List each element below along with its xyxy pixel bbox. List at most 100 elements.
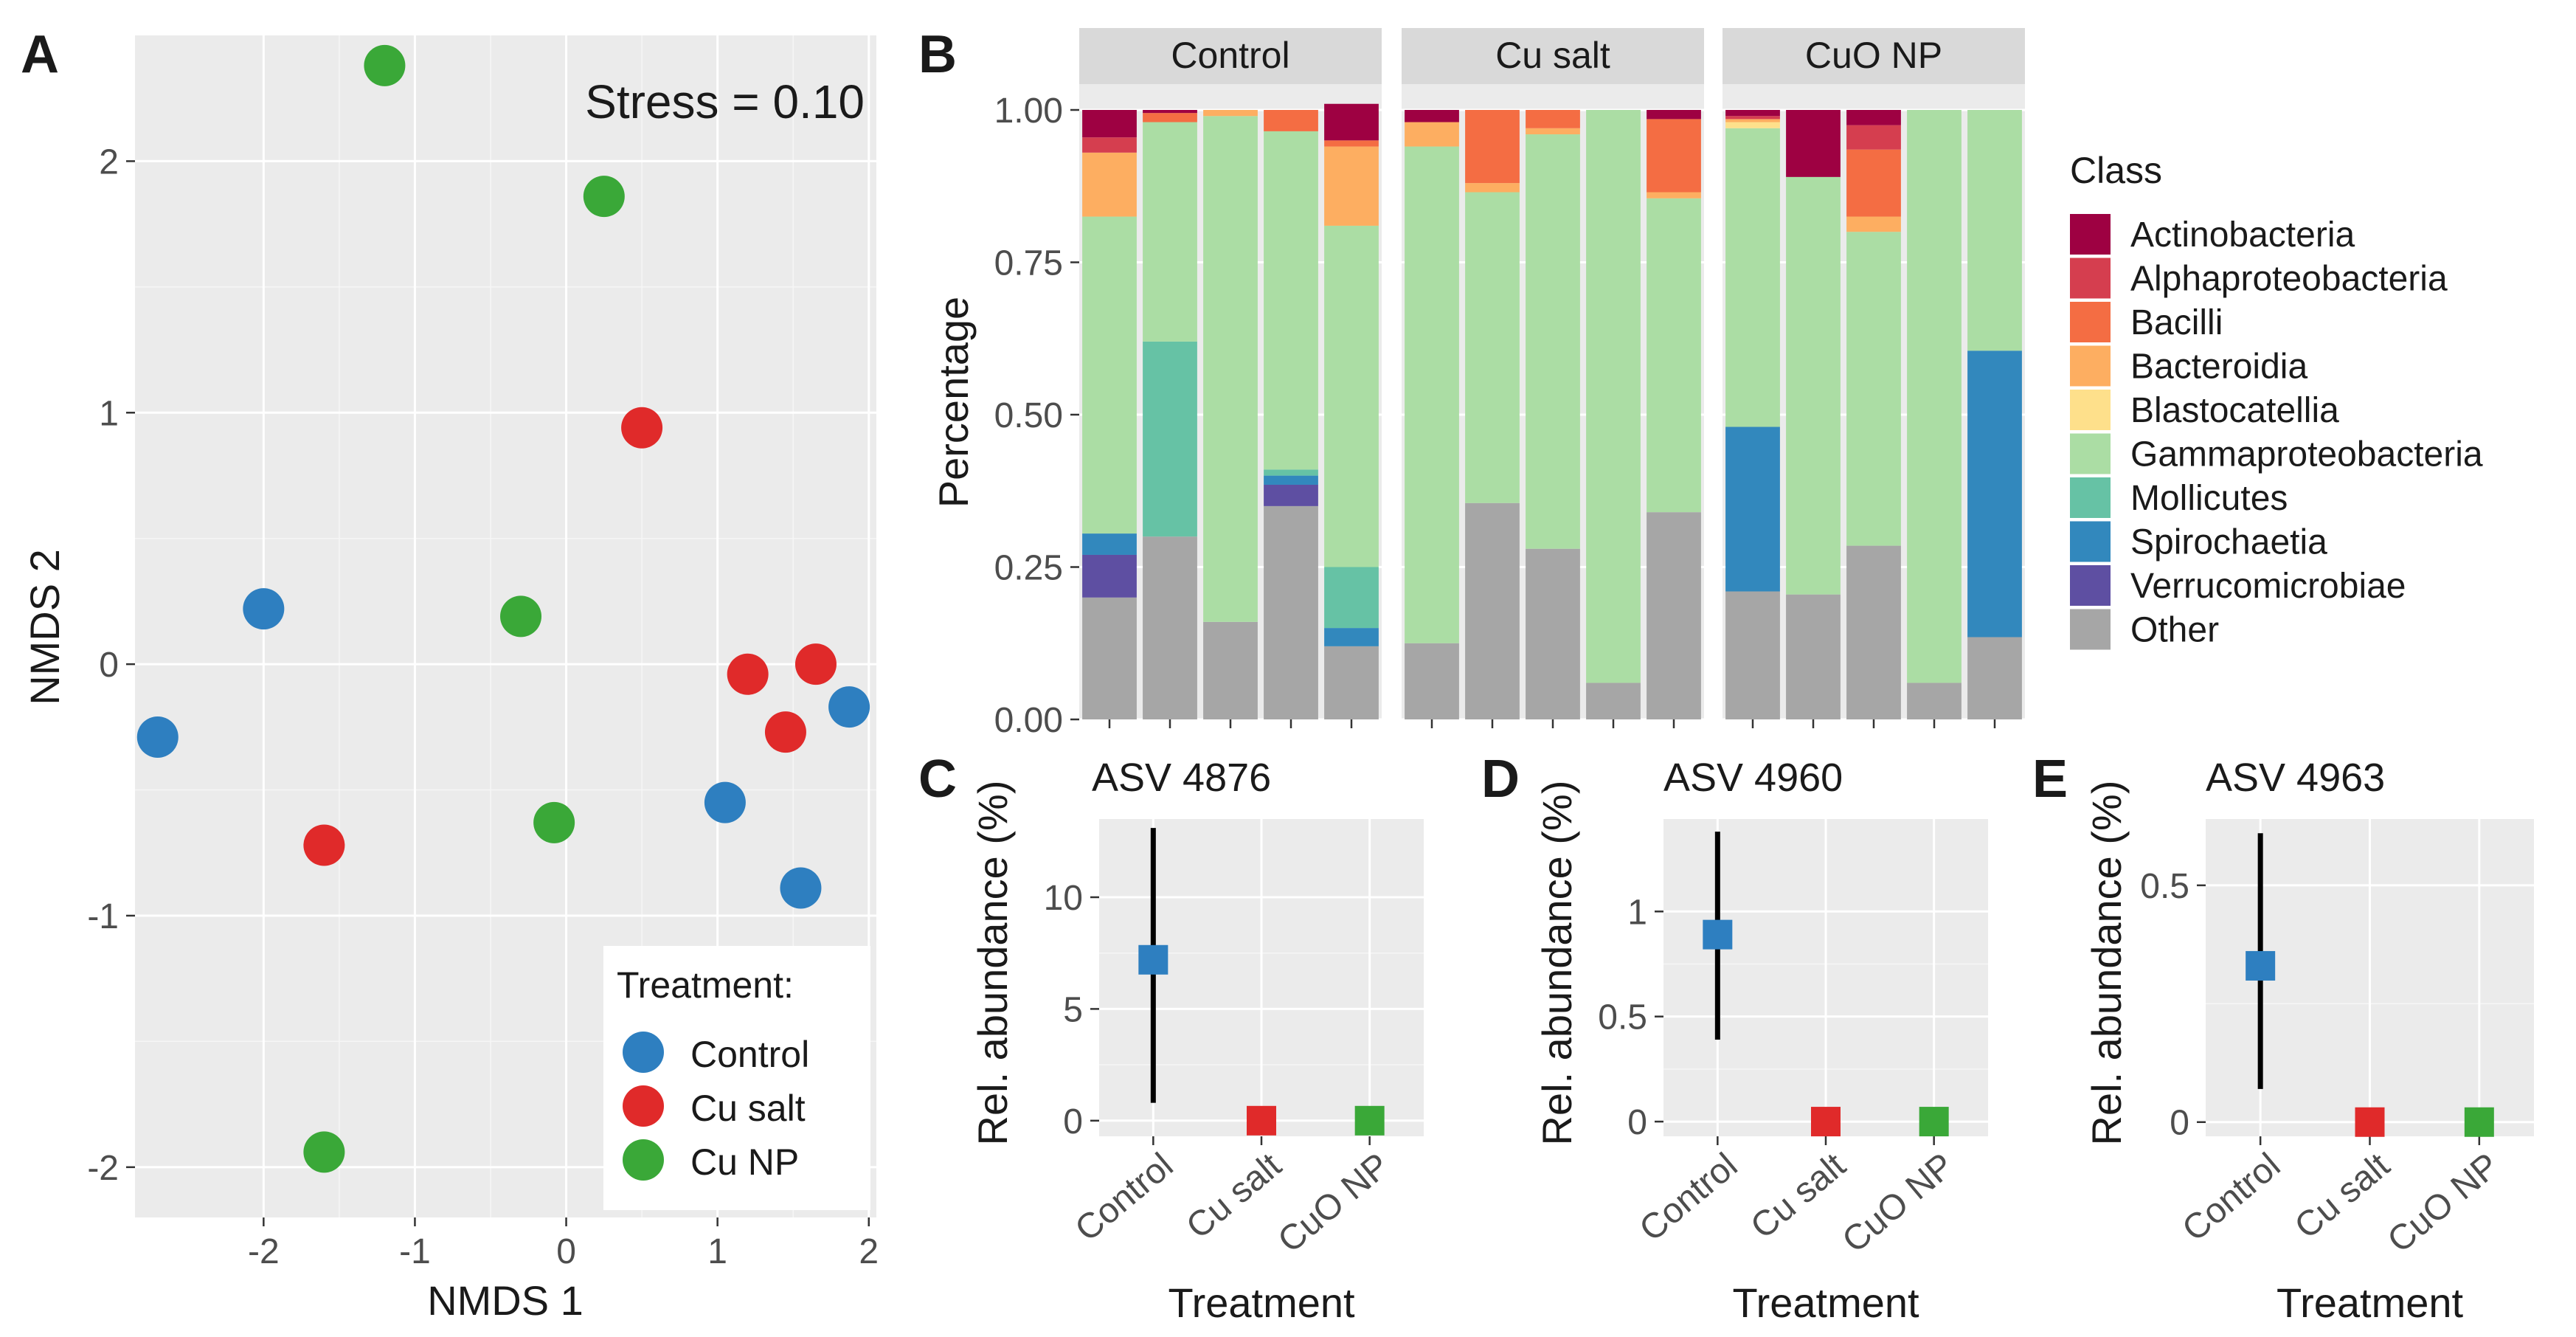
bar-segment-spirochaetia [1264,475,1318,485]
bar-segment-bacteroidia [1465,183,1520,193]
legend-label-other: Other [2130,611,2219,650]
bar-segment-other [1324,646,1379,719]
legend-key-actinobacteria [2070,214,2111,255]
legend-label-gammaproteobacteria: Gammaproteobacteria [2130,435,2483,474]
legend-label-bacteroidia: Bacteroidia [2130,348,2307,387]
bar-segment-spirochaetia [1725,426,1780,592]
legend-key-gammaproteobacteria [2070,433,2111,474]
point-control [2246,950,2276,981]
bar-segment-other [1586,683,1641,719]
legend-key-bacteroidia [2070,345,2111,387]
bar-segment-other [1967,637,2022,719]
bar-segment-other [1786,594,1841,719]
bar-segment-gammaproteobacteria [1465,192,1520,503]
legend-key-cu-np [623,1139,664,1181]
bar-segment-gammaproteobacteria [1725,128,1780,427]
legend-key-control [623,1032,664,1073]
y-tick-label: 5 [1063,990,1083,1029]
legend-label-control: Control [690,1034,809,1075]
bar-segment-bacteroidia [1405,122,1459,147]
legend-label-bacilli: Bacilli [2130,303,2223,342]
bar-segment-gammaproteobacteria [1647,198,1701,513]
nmds-point-cu-salt [764,711,806,753]
bar-segment-bacteroidia [1526,128,1580,135]
subplot-x-axis-title: Treatment [1732,1279,1919,1326]
facet-strip-label: CuO NP [1805,35,1942,76]
panel-a-nmds-plot: A -2 -1 0 1 2 -2 -1 0 1 2 NMDS 1 NMDS 2 Stress = … [21,25,879,1324]
bar-segment-gammaproteobacteria [1143,122,1197,342]
nmds-point-cu-np [364,44,406,86]
panel-a-points [136,44,870,1173]
bar-segment-other [1264,505,1318,719]
legend-label-alphaproteobacteria: Alphaproteobacteria [2130,260,2448,299]
nmds-point-control [828,686,870,728]
y-tick-label: 2 [99,142,119,182]
y-tick-label: 0 [1627,1103,1647,1142]
panel-b-stacked-bars: B Percentage Control Cu salt CuO NP 0.000.… [918,25,2483,740]
bar-segment-other [1143,536,1197,719]
y-tick-label: 0.75 [994,244,1063,283]
bar-segment-alphaproteobacteria [1082,137,1137,153]
bar-segment-actinobacteria [1405,110,1459,122]
nmds-point-control [780,867,822,909]
bar-segment-gammaproteobacteria [1082,216,1137,534]
nmds-point-cu-salt [727,653,769,695]
legend-label-blastocatellia: Blastocatellia [2130,391,2339,430]
legend-key-other [2070,609,2111,650]
legend-label-cu-salt: Cu salt [690,1088,806,1129]
bar-segment-spirochaetia [1967,350,2022,638]
bar-segment-other [1907,683,1962,719]
nmds-point-cu-salt [621,407,663,449]
point-cuo-np [1354,1105,1385,1136]
treatment-legend: Treatment: Control Cu salt Cu NP [603,946,870,1210]
y-tick-label: 0.25 [994,549,1063,588]
panel-b-facets: Control Cu salt CuO NP [1079,28,2025,728]
legend-key-mollicutes [2070,477,2111,518]
bar-segment-gammaproteobacteria [1264,131,1318,470]
bar-segment-actinobacteria [1725,110,1780,117]
x-tick-label: Control [1068,1146,1181,1249]
bar-segment-bacteroidia [1324,146,1379,226]
nmds-point-cu-salt [794,643,837,685]
y-tick-label: 1 [99,394,119,433]
subplot-x-axis-title: Treatment [1168,1279,1355,1326]
x-tick-label: 0 [556,1232,576,1271]
bar-segment-mollicutes [1143,341,1197,537]
panel-a-ticks: -2 -1 0 1 2 -2 -1 0 1 2 [87,142,879,1271]
bar-segment-actinobacteria [1082,110,1137,138]
bar-segment-bacilli [1846,149,1901,217]
panel-a-gridlines [135,35,876,1217]
legend-title: Treatment: [617,964,794,1006]
y-tick-label: 10 [1044,879,1083,918]
y-tick-label: 0.5 [2140,867,2189,906]
x-tick-label: -1 [399,1232,431,1271]
y-tick-label: -2 [87,1149,119,1188]
subplot-y-axis-title: Rel. abundance (%) [1534,781,1580,1146]
bar-segment-gammaproteobacteria [1586,110,1641,683]
bar-segment-gammaproteobacteria [1907,110,1962,683]
y-tick-label: 0 [99,646,119,685]
stress-annotation: Stress = 0.10 [585,75,865,128]
bar-segment-bacilli [1324,140,1379,147]
y-tick-label: 1 [1627,893,1647,932]
legend-key-verrucomicrobiae [2070,565,2111,606]
y-tick-label: 0.5 [1598,998,1647,1037]
bar-segment-other [1647,512,1701,719]
facet-strip-label: Cu salt [1495,35,1610,76]
y-tick-label: 0 [2170,1104,2189,1143]
bar-segment-actinobacteria [1846,110,1901,125]
subplot-y-axis-title: Rel. abundance (%) [969,781,1016,1146]
panel-letter-c: C [918,750,957,809]
legend-label-mollicutes: Mollicutes [2130,479,2288,518]
nmds-point-control [704,781,746,823]
subplot-title: ASV 4960 [1663,756,1843,800]
panel-letter-e: E [2032,750,2068,809]
nmds-point-cu-np [303,1131,345,1173]
subplot-title: ASV 4876 [1092,756,1271,800]
facet-strip-label: Control [1171,35,1289,76]
x-tick-label: -2 [248,1232,280,1271]
facet-cuo-np: CuO NP [1722,28,2025,728]
